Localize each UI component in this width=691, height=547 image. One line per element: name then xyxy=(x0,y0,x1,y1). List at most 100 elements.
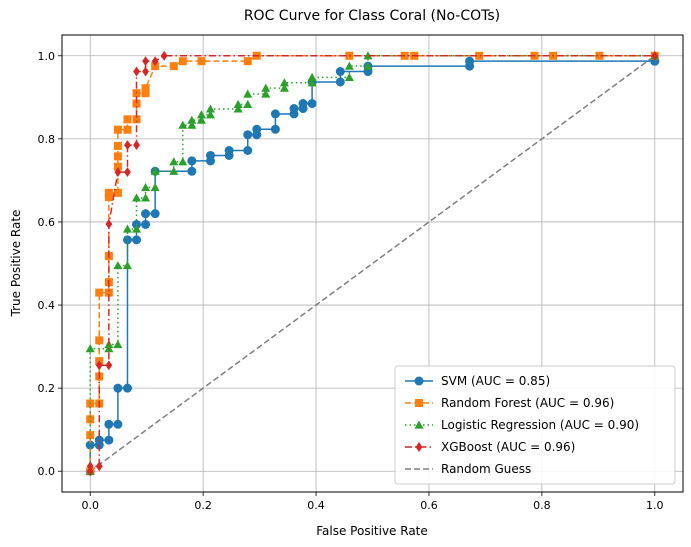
data-point-random-forest xyxy=(141,84,150,93)
data-point-logistic-regression xyxy=(122,261,132,270)
legend-item-random-guess: Random Guess xyxy=(405,462,531,476)
data-point-svm xyxy=(187,166,197,176)
y-tick-label: 0.2 xyxy=(38,382,56,395)
data-point-logistic-regression xyxy=(85,344,95,353)
data-point-random-forest xyxy=(141,89,150,98)
data-point-svm xyxy=(224,145,234,155)
data-point-logistic-regression xyxy=(233,99,243,108)
data-point-logistic-regression xyxy=(187,120,197,129)
data-point-xgboost xyxy=(133,140,140,151)
plot-frame xyxy=(61,34,684,493)
data-point-logistic-regression xyxy=(363,51,373,60)
data-point-random-forest xyxy=(132,115,141,124)
data-point-xgboost xyxy=(114,167,122,178)
legend-item-random-forest: Random Forest (AUC = 0.96) xyxy=(405,396,614,410)
data-point-logistic-regression xyxy=(150,166,160,175)
y-tick-label: 0.6 xyxy=(38,216,56,229)
data-point-logistic-regression xyxy=(150,182,160,192)
y-tick-label: 1.0 xyxy=(38,50,56,63)
data-point-svm xyxy=(307,99,317,109)
legend-item-logistic-regression: Logistic Regression (AUC = 0.90) xyxy=(405,418,639,432)
data-point-logistic-regression xyxy=(307,78,317,87)
data-point-random-forest xyxy=(113,125,122,134)
data-point-svm xyxy=(243,130,253,140)
data-point-random-forest xyxy=(86,415,95,424)
chart-title: ROC Curve for Class Coral (No-COTs) xyxy=(244,8,500,24)
data-point-random-forest xyxy=(95,288,104,297)
plot-area xyxy=(85,50,660,477)
legend-label: Logistic Regression (AUC = 0.90) xyxy=(441,418,639,432)
data-point-xgboost xyxy=(160,50,168,61)
data-point-random-forest xyxy=(95,336,104,345)
data-point-random-forest xyxy=(113,141,122,150)
data-point-svm xyxy=(122,235,132,245)
data-point-svm xyxy=(270,109,280,119)
data-point-logistic-regression xyxy=(113,340,123,349)
data-point-logistic-regression xyxy=(169,157,179,166)
data-point-logistic-regression xyxy=(261,83,271,92)
data-point-logistic-regression xyxy=(344,72,354,81)
data-point-logistic-regression xyxy=(178,157,188,166)
data-point-xgboost xyxy=(151,56,159,67)
data-point-logistic-regression xyxy=(122,224,132,233)
data-point-xgboost xyxy=(105,219,113,229)
data-point-logistic-regression xyxy=(205,104,215,113)
series-logistic-regression xyxy=(85,51,660,475)
data-point-xgboost xyxy=(95,461,103,472)
data-point-random-forest xyxy=(132,99,141,108)
x-axis-label: False Positive Rate xyxy=(316,524,428,538)
series-xgboost xyxy=(86,50,659,477)
data-point-svm xyxy=(289,104,299,114)
legend-marker-random-forest xyxy=(415,399,423,407)
data-point-random-forest xyxy=(345,51,354,60)
data-point-svm xyxy=(335,67,345,77)
data-point-svm xyxy=(113,419,123,429)
data-point-random-forest xyxy=(113,188,122,197)
data-point-xgboost xyxy=(86,466,94,477)
data-point-logistic-regression xyxy=(243,99,253,108)
legend: SVM (AUC = 0.85) Random Forest (AUC = 0.9… xyxy=(394,365,676,485)
data-point-xgboost xyxy=(142,56,149,67)
data-point-svm xyxy=(270,124,280,134)
data-point-xgboost xyxy=(95,360,103,371)
data-point-svm xyxy=(104,419,114,429)
x-tick-label: 0.0 xyxy=(81,499,99,512)
data-point-random-forest xyxy=(178,57,187,66)
data-point-xgboost xyxy=(142,66,149,77)
data-point-xgboost xyxy=(133,66,140,77)
data-point-logistic-regression xyxy=(279,78,289,87)
data-point-svm xyxy=(252,124,262,134)
data-point-random-forest xyxy=(243,57,252,66)
legend-label: XGBoost (AUC = 0.96) xyxy=(441,440,575,454)
data-point-svm xyxy=(104,435,114,445)
data-point-random-forest xyxy=(113,152,122,161)
data-point-logistic-regression xyxy=(233,104,243,113)
data-point-random-forest xyxy=(104,193,113,202)
data-point-svm xyxy=(150,209,160,219)
data-point-svm xyxy=(187,156,197,166)
data-point-xgboost xyxy=(86,461,94,472)
y-tick-label: 0.4 xyxy=(38,299,56,312)
data-point-logistic-regression xyxy=(141,193,151,202)
data-point-logistic-regression xyxy=(178,120,188,129)
x-axis-ticks: 0.0 0.2 0.4 0.6 0.8 1.0 xyxy=(81,492,664,512)
y-tick-label: 0.0 xyxy=(38,465,56,478)
data-point-logistic-regression xyxy=(132,193,142,202)
legend-marker-svm xyxy=(414,376,424,386)
data-point-random-forest xyxy=(595,51,604,60)
data-point-logistic-regression xyxy=(344,61,354,70)
y-axis-ticks: 0.0 0.2 0.4 0.6 0.8 1.0 xyxy=(38,50,62,478)
data-point-svm xyxy=(205,150,215,160)
data-point-logistic-regression xyxy=(196,110,206,119)
data-point-random-forest xyxy=(151,62,160,71)
data-point-svm xyxy=(141,219,151,229)
x-tick-label: 0.2 xyxy=(194,499,212,512)
data-point-random-forest xyxy=(197,57,206,66)
data-point-logistic-regression xyxy=(132,224,142,233)
data-point-logistic-regression xyxy=(307,72,317,81)
data-point-svm xyxy=(243,145,253,155)
legend-label: Random Forest (AUC = 0.96) xyxy=(441,396,614,410)
data-point-logistic-regression xyxy=(169,166,179,175)
data-point-logistic-regression xyxy=(279,83,289,92)
